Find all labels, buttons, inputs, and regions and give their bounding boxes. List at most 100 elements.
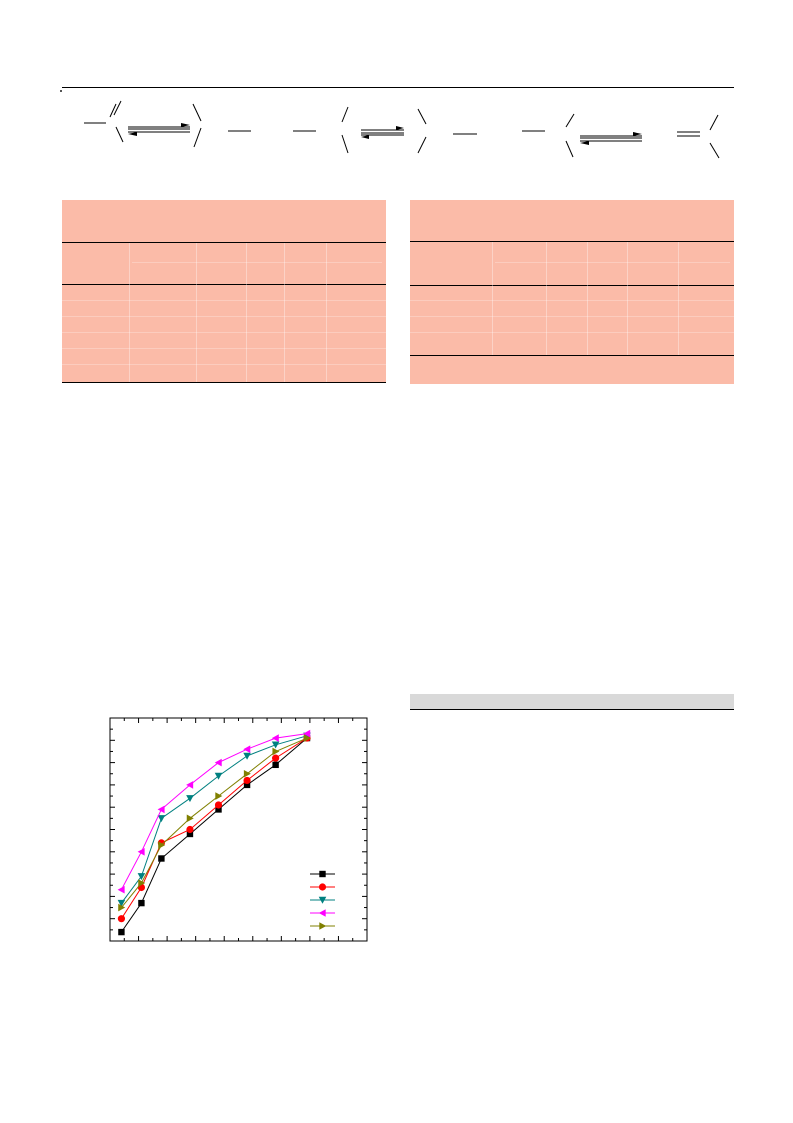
legend-entry-4 [310, 909, 335, 917]
data-point [138, 879, 146, 887]
row-divider [132, 262, 382, 263]
series-line [120, 737, 308, 933]
data-point [186, 795, 194, 803]
legend-entry-5 [310, 922, 335, 930]
data-point [214, 772, 223, 780]
row-divider [62, 300, 386, 301]
data-point [137, 848, 145, 856]
table-caption-bar [410, 694, 734, 709]
bond-line [565, 140, 574, 158]
series-line [120, 735, 308, 904]
data-point [272, 747, 280, 756]
data-point [186, 830, 194, 838]
series-1 [118, 734, 311, 936]
data-point [214, 801, 223, 809]
series-lines [117, 729, 311, 936]
table-top-rule [410, 241, 734, 242]
arrowhead [396, 126, 404, 130]
bond-line [109, 103, 117, 118]
row-divider [62, 316, 386, 317]
data-point [186, 814, 194, 823]
row-divider [410, 332, 734, 333]
line-chart [109, 717, 368, 942]
data-point [272, 754, 280, 762]
series-3 [117, 732, 311, 907]
table-right [410, 200, 734, 384]
column-divider [587, 242, 588, 355]
data-point [117, 885, 125, 894]
legend [310, 870, 335, 930]
arrowhead [633, 132, 642, 136]
column-divider [492, 242, 493, 355]
bond-line [565, 113, 575, 128]
column-divider [546, 242, 547, 355]
legend-marker [318, 883, 327, 891]
column-divider [627, 242, 628, 355]
table-caption-rule [410, 709, 734, 710]
data-point [158, 855, 165, 862]
column-divider [678, 242, 679, 355]
data-point [138, 899, 145, 907]
series-5 [118, 734, 311, 912]
data-point [243, 776, 251, 785]
legend-entry-1 [310, 870, 335, 878]
page-mark [60, 90, 62, 92]
row-divider [62, 332, 386, 333]
legend-marker [318, 909, 326, 917]
table-bottom-rule [62, 382, 386, 383]
arrowhead [181, 123, 190, 127]
legend-marker [319, 870, 326, 878]
table-top-rule [62, 242, 386, 243]
legend-entry-3 [310, 896, 335, 904]
series-line [120, 737, 308, 919]
series-line [121, 737, 308, 908]
row-divider [495, 262, 730, 263]
data-point [117, 899, 126, 907]
bond-line [417, 136, 427, 154]
bond-line [193, 127, 202, 148]
column-divider [284, 243, 285, 382]
bond-line [709, 142, 720, 159]
data-point [243, 781, 251, 789]
row-divider [62, 348, 386, 349]
row-divider [410, 316, 734, 317]
data-point [215, 806, 222, 813]
data-point [215, 792, 223, 800]
data-point [117, 915, 126, 923]
row-divider [410, 300, 734, 301]
data-point [243, 745, 251, 754]
bond-line [417, 108, 427, 125]
table-header-rule [410, 285, 734, 286]
data-point [272, 761, 279, 769]
series-2 [117, 734, 311, 923]
bond-line [113, 100, 122, 116]
data-point [214, 758, 222, 767]
bond-line [341, 134, 349, 154]
bond-line [192, 103, 202, 122]
table-bottom-rule [410, 355, 734, 356]
legend-marker [318, 896, 327, 904]
data-point [118, 928, 125, 936]
data-point [186, 781, 194, 789]
bond-line [341, 106, 349, 123]
data-point [243, 769, 251, 778]
column-divider [196, 243, 197, 382]
data-point [303, 734, 311, 742]
arrowhead [361, 135, 369, 139]
data-point [137, 873, 146, 881]
series-4 [117, 729, 311, 894]
arrowhead [128, 132, 137, 136]
plot-frame [109, 717, 368, 942]
series-line [120, 733, 308, 890]
bond-line [709, 114, 719, 131]
column-divider [326, 243, 327, 382]
legend-entry-2 [310, 883, 335, 891]
data-point [243, 752, 251, 760]
header-rule [62, 87, 734, 88]
arrowhead [580, 141, 589, 145]
reaction-scheme [84, 100, 720, 159]
data-point [303, 729, 311, 738]
data-point [186, 825, 194, 834]
row-divider [62, 364, 386, 365]
legend-marker [319, 922, 327, 930]
